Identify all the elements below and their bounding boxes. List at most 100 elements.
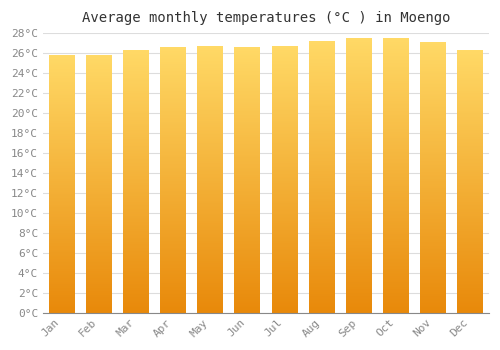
Bar [234,144,260,145]
Bar [160,79,186,81]
Bar [308,99,334,101]
Bar [197,125,223,126]
Bar [383,258,409,259]
Bar [234,66,260,67]
Bar [272,89,297,90]
Bar [420,286,446,287]
Bar [458,267,483,268]
Bar [383,192,409,193]
Bar [48,76,74,77]
Bar [48,72,74,73]
Bar [48,192,74,193]
Bar [123,103,149,104]
Bar [197,229,223,230]
Bar [346,70,372,71]
Bar [160,83,186,84]
Bar [420,219,446,221]
Bar [383,278,409,280]
Bar [308,110,334,112]
Bar [160,275,186,277]
Bar [48,240,74,242]
Bar [123,71,149,72]
Bar [48,89,74,90]
Bar [383,104,409,105]
Bar [308,266,334,268]
Bar [48,84,74,85]
Bar [308,304,334,306]
Bar [383,262,409,263]
Bar [346,163,372,164]
Bar [272,293,297,294]
Bar [308,98,334,99]
Bar [234,136,260,138]
Bar [234,233,260,235]
Bar [48,229,74,230]
Bar [272,158,297,160]
Bar [123,255,149,256]
Bar [160,184,186,185]
Bar [48,202,74,203]
Bar [308,196,334,197]
Bar [234,246,260,247]
Bar [197,187,223,189]
Bar [86,238,112,239]
Bar [86,261,112,262]
Bar [160,285,186,286]
Bar [123,219,149,221]
Bar [48,105,74,107]
Bar [458,78,483,79]
Bar [197,121,223,122]
Bar [458,252,483,254]
Bar [346,185,372,187]
Bar [272,223,297,225]
Bar [383,169,409,170]
Bar [308,131,334,132]
Bar [420,82,446,83]
Bar [272,219,297,221]
Bar [48,109,74,111]
Bar [458,135,483,137]
Bar [86,226,112,228]
Bar [234,294,260,295]
Bar [160,180,186,181]
Bar [86,128,112,130]
Bar [346,299,372,300]
Bar [197,53,223,54]
Bar [160,135,186,136]
Bar [123,168,149,170]
Bar [123,289,149,290]
Bar [48,292,74,293]
Bar [346,52,372,53]
Bar [420,186,446,187]
Bar [346,114,372,115]
Bar [346,233,372,235]
Bar [272,166,297,167]
Bar [308,307,334,309]
Bar [458,189,483,191]
Bar [160,113,186,115]
Bar [86,103,112,104]
Bar [234,298,260,299]
Bar [48,278,74,279]
Bar [420,48,446,49]
Bar [346,255,372,257]
Bar [420,140,446,141]
Bar [383,55,409,56]
Bar [86,56,112,58]
Bar [346,144,372,145]
Bar [160,258,186,260]
Bar [308,119,334,120]
Bar [48,203,74,204]
Bar [160,237,186,238]
Bar [86,253,112,255]
Bar [308,155,334,156]
Bar [86,167,112,168]
Bar [197,160,223,161]
Bar [272,133,297,134]
Bar [272,60,297,61]
Bar [346,53,372,55]
Bar [234,140,260,141]
Bar [123,200,149,201]
Bar [272,147,297,149]
Bar [48,69,74,71]
